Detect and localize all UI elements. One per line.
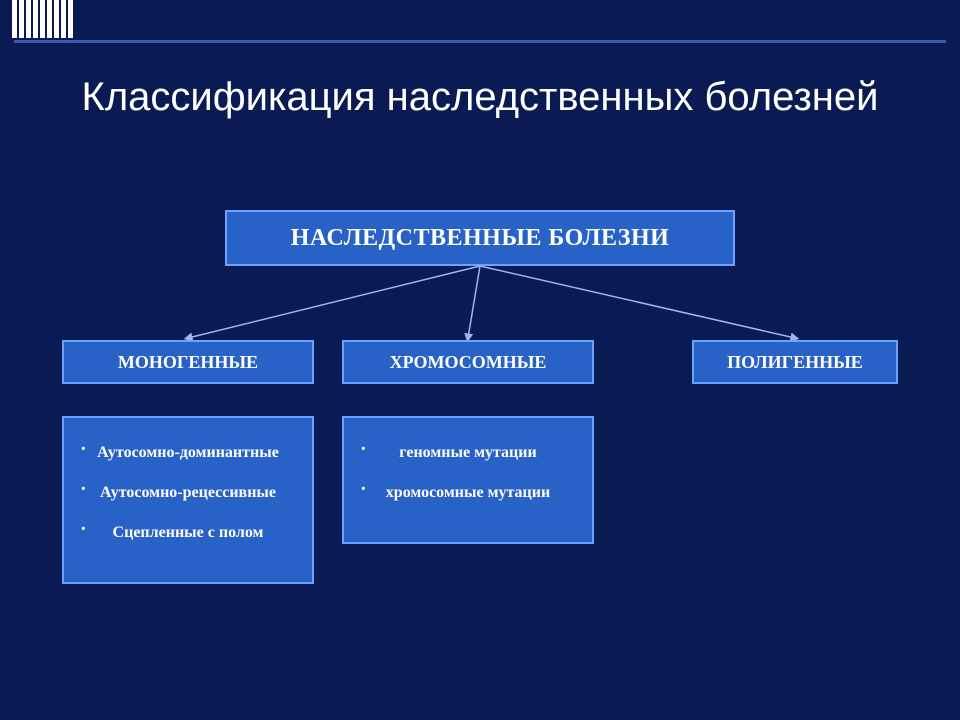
accent-bar: [33, 0, 38, 38]
accent-bar: [19, 0, 24, 38]
accent-bar: [68, 0, 73, 38]
detail-item: хромосомные мутации: [354, 484, 582, 502]
category-label: ПОЛИГЕННЫЕ: [727, 352, 863, 373]
detail-item: геномные мутации: [354, 444, 582, 462]
detail-item: Сцепленные с полом: [74, 524, 302, 542]
accent-bar: [26, 0, 31, 38]
accent-bar: [12, 0, 17, 38]
detail-box-chromosomal: геномные мутации хромосомные мутации: [342, 416, 594, 544]
category-node-monogenic: МОНОГЕННЫЕ: [62, 340, 314, 384]
root-node-label: НАСЛЕДСТВЕННЫЕ БОЛЕЗНИ: [291, 225, 670, 252]
detail-item: Аутосомно-рецессивные: [74, 484, 302, 502]
accent-bar: [61, 0, 66, 38]
category-node-chromosomal: ХРОМОСОМНЫЕ: [342, 340, 594, 384]
accent-bar: [47, 0, 52, 38]
accent-bar: [40, 0, 45, 38]
category-label: ХРОМОСОМНЫЕ: [390, 352, 547, 373]
slide-title: Классификация наследственных болезней: [0, 72, 960, 122]
accent-bar: [54, 0, 59, 38]
slide: Классификация наследственных болезней НА…: [0, 0, 960, 720]
root-node: НАСЛЕДСТВЕННЫЕ БОЛЕЗНИ: [225, 210, 735, 266]
detail-item: Аутосомно-доминантные: [74, 444, 302, 462]
horizontal-rule: [14, 40, 946, 43]
category-label: МОНОГЕННЫЕ: [118, 352, 258, 373]
corner-bars: [0, 0, 73, 38]
category-node-polygenic: ПОЛИГЕННЫЕ: [692, 340, 898, 384]
detail-box-monogenic: Аутосомно-доминантные Аутосомно-рецессивн…: [62, 416, 314, 584]
